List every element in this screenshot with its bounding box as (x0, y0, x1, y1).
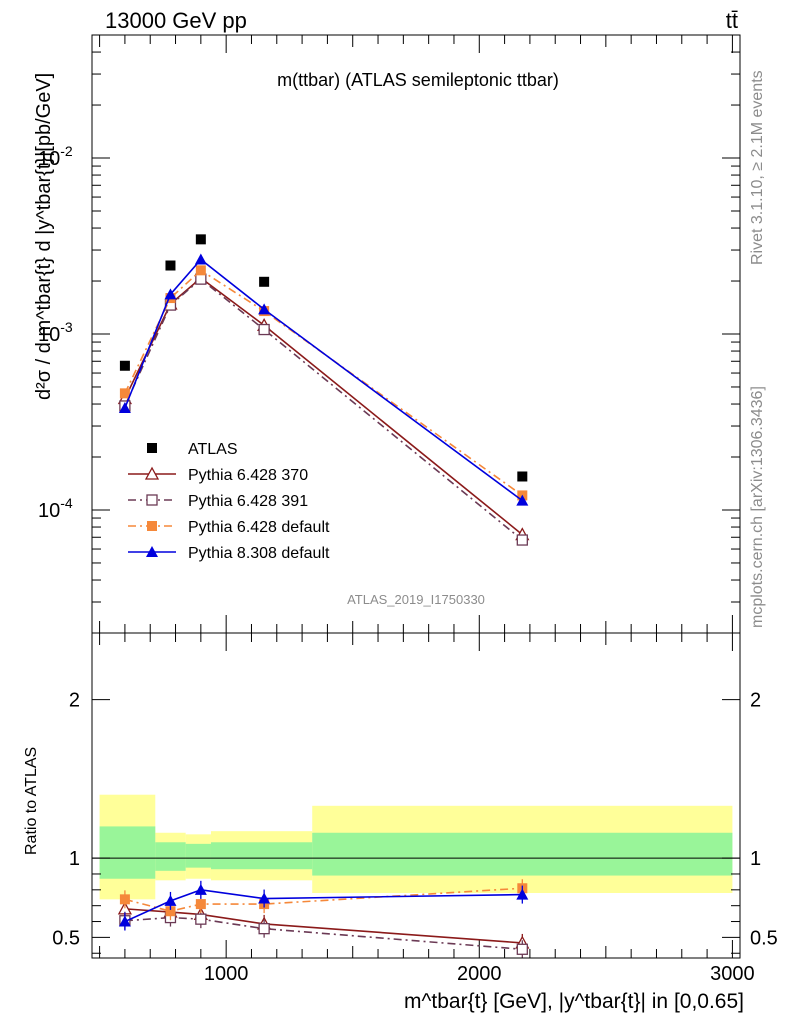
ratio-series-pythia-8-308-default (118, 880, 529, 931)
marker-open-square (258, 923, 270, 935)
marker-open-square (195, 273, 207, 285)
ratio-series-layer (117, 879, 530, 959)
band-green (185, 843, 211, 868)
ratio-y-tick-label-right: 1 (750, 848, 761, 870)
marker-square (165, 260, 176, 271)
ratio-y-axis-label: Ratio to ATLAS (23, 747, 40, 855)
marker-triangle (516, 888, 529, 900)
marker-square (517, 471, 528, 482)
ratio-panel: 0.5 0.5 1 1 2 2 1000 2000 3000 Ratio to ATLAS m^… (23, 632, 778, 1013)
series-pythia-8-308-default (118, 253, 529, 506)
y-tick-label: 10-2 (38, 143, 73, 170)
ratio-y-tick-label: 1 (69, 848, 80, 870)
marker-square (119, 388, 130, 399)
rivet-label: Rivet 3.1.10, ≥ 2.1M events (749, 70, 766, 265)
x-tick-label: 1000 (204, 963, 249, 985)
legend-label: Pythia 6.428 default (188, 519, 330, 536)
y-tick-label: 10-4 (38, 495, 73, 522)
marker-open-square (516, 534, 528, 546)
marker-square (119, 360, 130, 371)
marker-triangle (164, 288, 177, 300)
marker-open-square (146, 494, 158, 506)
legend-item: Pythia 6.428 default (128, 519, 330, 536)
main-series-layer (117, 234, 530, 546)
x-axis-label: m^tbar{t} [GeV], |y^tbar{t}| in [0,0.65] (404, 990, 744, 1013)
legend-label: Pythia 6.428 391 (188, 493, 308, 510)
band-green (155, 842, 186, 871)
legend-item: Pythia 6.428 370 (128, 466, 308, 484)
main-panel: 10-410-310-2 m(ttbar) (ATLAS semileptoni… (33, 34, 741, 634)
main-panel-bg (92, 35, 740, 633)
process-label: tt̄ (726, 8, 738, 33)
marker-square (195, 265, 206, 276)
ratio-y-tick-label: 2 (69, 690, 80, 712)
legend-label: ATLAS (188, 441, 238, 458)
ratio-panel-frame (91, 632, 741, 959)
marker-open-triangle (144, 466, 160, 480)
source-label: mcplots.cern.ch [arXiv:1306.3436] (749, 386, 766, 628)
marker-square (195, 234, 206, 245)
marker-square (147, 521, 157, 531)
ratio-y-tick-label: 0.5 (52, 927, 80, 949)
legend-item: ATLAS (147, 441, 238, 458)
marker-square (147, 443, 157, 453)
legend-item: Pythia 6.428 391 (128, 493, 308, 510)
marker-square (119, 894, 130, 905)
band-green (210, 842, 313, 870)
y-tick-label-exponent: -2 (60, 143, 73, 159)
ratio-y-tick-label-right: 2 (750, 690, 761, 712)
band-green (312, 832, 733, 876)
marker-triangle (118, 401, 131, 413)
marker-triangle (258, 303, 271, 315)
x-tick-label: 3000 (710, 963, 755, 985)
marker-triangle (118, 915, 131, 927)
marker-triangle (258, 892, 271, 904)
marker-square (259, 276, 270, 287)
energy-label: 13000 GeV pp (105, 8, 247, 33)
marker-square (165, 906, 176, 917)
y-tick-label-exponent: -4 (60, 495, 73, 511)
marker-open-square (516, 943, 528, 955)
marker-square (195, 899, 206, 910)
ratio-y-tick-label-right: 0.5 (750, 927, 778, 949)
uncertainty-bands (99, 794, 733, 900)
legend-label: Pythia 6.428 370 (188, 467, 308, 484)
legend-item: Pythia 8.308 default (128, 545, 330, 562)
y-tick-label-exponent: -3 (60, 319, 73, 335)
ratio-panel-bg (92, 633, 740, 958)
analysis-label: ATLAS_2019_I1750330 (347, 592, 485, 607)
x-tick-label: 2000 (457, 963, 502, 985)
main-y-axis-label: d²σ / d m^tbar{t} d |y^tbar{t}|[pb/GeV] (33, 73, 55, 400)
main-title: m(ttbar) (ATLAS semileptonic ttbar) (277, 70, 559, 90)
marker-triangle (146, 546, 158, 557)
main-axis-ticks: 10-410-310-2 (38, 34, 740, 634)
marker-triangle (516, 494, 529, 506)
band-green (99, 826, 156, 879)
legend: ATLAS Pythia 6.428 370 Pythia 6.428 391 Pyt… (128, 441, 330, 562)
marker-triangle (194, 253, 207, 265)
marker-open-square (258, 323, 270, 336)
marker-triangle (194, 883, 207, 895)
marker-triangle (164, 894, 177, 906)
ratio-axis-ticks: 0.5 0.5 1 1 2 2 1000 2000 3000 (52, 633, 778, 985)
marker-open-square (195, 913, 207, 925)
legend-label: Pythia 8.308 default (188, 545, 330, 562)
series-atlas (119, 234, 528, 482)
